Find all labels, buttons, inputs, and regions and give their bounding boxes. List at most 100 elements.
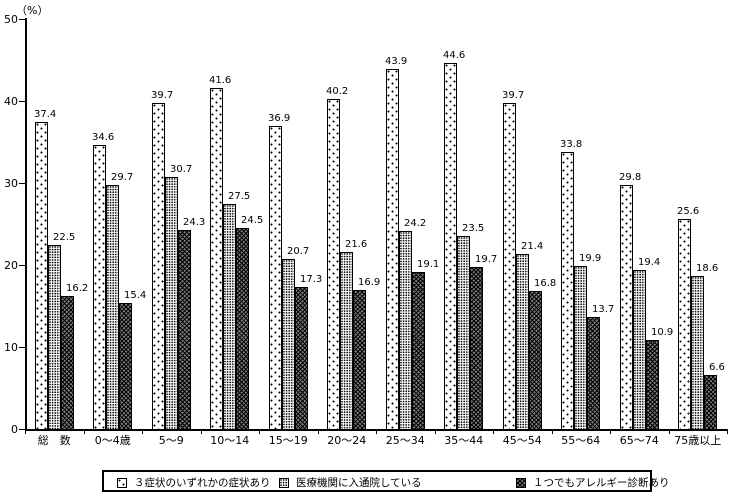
- bar-series2: [574, 266, 587, 429]
- y-tick-label: 20: [4, 259, 18, 272]
- y-tick-label: 10: [4, 341, 18, 354]
- x-axis-category-tick: [669, 429, 670, 434]
- bar-value-label: 19.1: [416, 259, 441, 271]
- y-tick-label: 40: [4, 95, 18, 108]
- bar-value-label: 36.9: [267, 113, 292, 125]
- bar-series1: [269, 126, 282, 429]
- bar-value-label: 19.9: [578, 253, 603, 265]
- bar-series3: [178, 230, 191, 429]
- bar-series3: [119, 303, 132, 429]
- bar-value-label: 16.8: [533, 278, 558, 290]
- x-axis-category-tick: [610, 429, 611, 434]
- bar-series1: [678, 219, 691, 429]
- bar-series1: [327, 99, 340, 429]
- category-label: 65～74: [619, 434, 659, 447]
- bar-series3: [470, 267, 483, 429]
- bar-series2: [282, 259, 295, 429]
- bar-series1: [503, 103, 516, 429]
- y-tick: [19, 265, 25, 266]
- bar-value-label: 19.7: [474, 254, 499, 266]
- x-axis-category-tick: [552, 429, 553, 434]
- y-tick: [19, 183, 25, 184]
- bar-value-label: 29.7: [110, 172, 135, 184]
- bar-series3: [236, 228, 249, 429]
- x-axis-category-tick: [259, 429, 260, 434]
- bar-value-label: 20.7: [286, 246, 311, 258]
- category-label: 75歳以上: [674, 434, 722, 447]
- y-tick: [19, 19, 25, 20]
- bar-value-label: 21.6: [344, 239, 369, 251]
- x-axis-category-tick: [84, 429, 85, 434]
- y-tick: [19, 429, 25, 430]
- bar-value-label: 44.6: [442, 50, 467, 62]
- bar-value-label: 34.6: [91, 132, 116, 144]
- y-tick-label: 50: [4, 13, 18, 26]
- bar-series1: [35, 122, 48, 429]
- category-label: 0～4歳: [94, 434, 131, 447]
- bar-value-label: 22.5: [52, 232, 77, 244]
- bar-value-label: 15.4: [123, 290, 148, 302]
- category-label: 25～34: [385, 434, 425, 447]
- bar-series1: [210, 88, 223, 429]
- bar-value-label: 30.7: [169, 164, 194, 176]
- bar-series2: [223, 204, 236, 429]
- bar-value-label: 39.7: [150, 90, 175, 102]
- bar-series2: [399, 231, 412, 429]
- bar-series2: [106, 185, 119, 429]
- legend-item: 医療機関に入通院している: [279, 474, 422, 492]
- bar-value-label: 23.5: [461, 223, 486, 235]
- category-label: 55～64: [561, 434, 601, 447]
- bar-series3: [646, 340, 659, 429]
- bar-value-label: 25.6: [676, 206, 701, 218]
- bar-series2: [340, 252, 353, 429]
- bar-value-label: 16.2: [65, 283, 90, 295]
- bar-value-label: 13.7: [591, 304, 616, 316]
- bar-series3: [353, 290, 366, 429]
- x-axis-category-tick: [25, 429, 26, 434]
- x-axis-category-tick: [493, 429, 494, 434]
- category-label: 5～9: [158, 434, 184, 447]
- x-axis-category-tick: [376, 429, 377, 434]
- bar-series2: [48, 245, 61, 429]
- bar-series1: [386, 69, 399, 429]
- x-axis-category-tick: [727, 429, 728, 434]
- bar-value-label: 21.4: [520, 241, 545, 253]
- bar-series2: [457, 236, 470, 429]
- legend-marker-dense-dots-icon: [279, 478, 289, 488]
- bar-series2: [691, 276, 704, 429]
- bar-series1: [620, 185, 633, 429]
- bar-value-label: 39.7: [501, 90, 526, 102]
- bar-value-label: 43.9: [384, 56, 409, 68]
- bar-value-label: 17.3: [299, 274, 324, 286]
- legend-item: ３症状のいずれかの症状あり: [117, 474, 271, 492]
- legend-marker-sparse-dots-icon: [117, 478, 127, 488]
- y-axis-unit-label: （%）: [16, 4, 49, 17]
- bar-value-label: 24.5: [240, 215, 265, 227]
- bar-series3: [412, 272, 425, 429]
- category-label: 45～54: [502, 434, 542, 447]
- x-axis-category-tick: [318, 429, 319, 434]
- category-label: 15～19: [268, 434, 308, 447]
- bar-value-label: 41.6: [208, 75, 233, 87]
- legend: ３症状のいずれかの症状あり 医療機関に入通院している １つでもアレルギー診断あり: [102, 470, 670, 492]
- y-tick-label: 30: [4, 177, 18, 190]
- bar-series1: [444, 63, 457, 429]
- x-axis-category-tick: [435, 429, 436, 434]
- bar-series1: [93, 145, 106, 429]
- bar-value-label: 37.4: [33, 109, 58, 121]
- bar-series1: [152, 103, 165, 429]
- y-tick: [19, 347, 25, 348]
- category-label: 35～44: [444, 434, 484, 447]
- bar-series3: [61, 296, 74, 429]
- bar-series3: [295, 287, 308, 429]
- legend-label-series3: １つでもアレルギー診断あり: [533, 477, 670, 489]
- category-label: 10～14: [210, 434, 250, 447]
- bar-value-label: 10.9: [650, 327, 675, 339]
- bar-value-label: 18.6: [695, 263, 720, 275]
- bar-series3: [704, 375, 717, 429]
- bar-value-label: 33.8: [559, 139, 584, 151]
- x-axis-category-tick: [201, 429, 202, 434]
- bar-series2: [516, 254, 529, 429]
